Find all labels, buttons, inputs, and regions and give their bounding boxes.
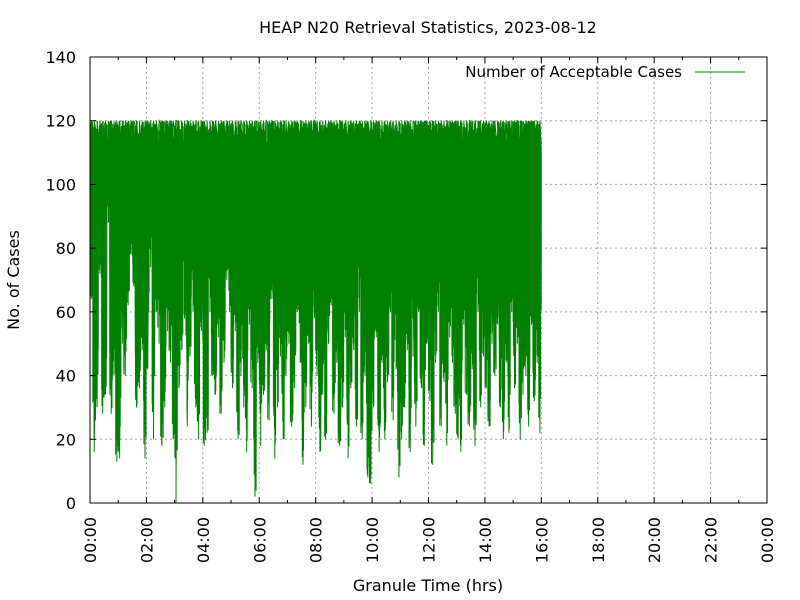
y-axis-label: No. of Cases [4,230,23,330]
y-tick-label: 120 [45,112,76,131]
x-tick-label: 22:00 [702,517,721,563]
y-tick-label: 140 [45,48,76,67]
ticks-layer: 0 20 40 60 80 100 120 140 00:00 02:00 04:00 06:00 08… [45,48,777,563]
y-tick-label: 20 [56,430,76,449]
x-tick-label: 20:00 [645,517,664,563]
x-tick-label: 12:00 [420,517,439,563]
y-tick-label: 0 [66,494,76,513]
x-tick-label: 14:00 [476,517,495,563]
series-layer [89,119,542,504]
y-tick-label: 60 [56,303,76,322]
legend: Number of Acceptable Cases [465,63,745,81]
y-tick-label: 40 [56,367,76,386]
chart-title: HEAP N20 Retrieval Statistics, 2023-08-1… [259,18,597,37]
legend-label: Number of Acceptable Cases [465,63,682,81]
x-tick-label: 02:00 [137,517,156,563]
x-axis-label: Granule Time (hrs) [353,576,503,595]
x-tick-label: 00:00 [758,517,777,563]
x-tick-label: 06:00 [250,517,269,563]
x-tick-label: 08:00 [307,517,326,563]
x-tick-label: 10:00 [363,517,382,563]
x-tick-label: 00:00 [81,517,100,563]
series-line-acceptable-cases [89,119,542,504]
y-tick-label: 100 [45,175,76,194]
y-tick-label: 80 [56,239,76,258]
x-tick-label: 16:00 [532,517,551,563]
x-tick-label: 04:00 [194,517,213,563]
x-tick-label: 18:00 [589,517,608,563]
